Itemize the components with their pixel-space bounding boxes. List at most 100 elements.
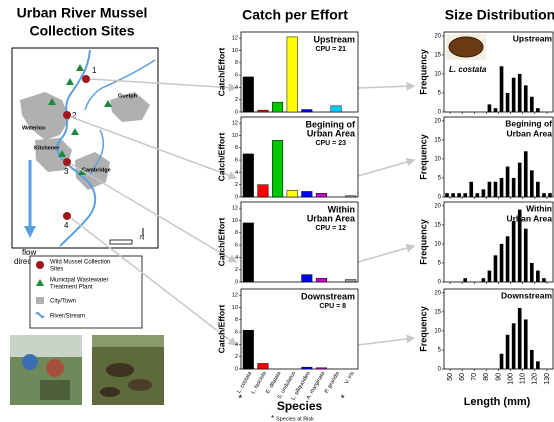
bar — [316, 368, 327, 369]
histogram-bar — [506, 167, 510, 197]
bar — [316, 193, 327, 197]
y-tick-label: 8 — [235, 317, 238, 323]
y-tick-label: 10 — [434, 156, 441, 162]
chart-title: Catch per Effort — [242, 7, 348, 23]
x-tick-label: 70 — [471, 373, 478, 381]
legend-label: River/Stream — [50, 314, 85, 320]
histogram-bar — [536, 182, 540, 197]
city-label: Waterloo — [22, 125, 46, 131]
histogram-bar — [524, 319, 528, 369]
y-tick-label: 20 — [434, 203, 441, 209]
y-tick-label: 15 — [434, 137, 441, 143]
y-tick-label: 12 — [232, 206, 238, 212]
histogram-bar — [512, 221, 516, 282]
histogram-bar — [488, 104, 492, 112]
y-tick-label: 10 — [232, 305, 238, 311]
y-tick-label: 8 — [235, 60, 238, 66]
histogram-bar — [482, 189, 486, 197]
x-tick-label: 110 — [520, 373, 527, 384]
x-tick-label: 80 — [483, 373, 490, 381]
y-tick-label: 5 — [438, 91, 442, 97]
bar — [331, 106, 342, 112]
y-axis-label: Catch/Effort — [216, 305, 226, 354]
bar — [272, 102, 283, 112]
histogram-bar — [536, 361, 540, 369]
legend-label: City/Town — [50, 299, 76, 305]
panel-cpu: CPU = 8 — [319, 303, 346, 310]
site-number: 4 — [64, 221, 69, 230]
histogram-bar — [500, 244, 504, 282]
photo-label: L. costata — [449, 65, 487, 74]
y-tick-label: 0 — [438, 280, 442, 286]
panel-label: Downstream — [501, 290, 552, 300]
y-tick-label: 0 — [438, 110, 442, 116]
y-axis-label: Catch/Effort — [216, 133, 226, 182]
histogram-bar — [488, 271, 492, 282]
y-tick-label: 15 — [434, 52, 441, 58]
histogram-bar — [536, 108, 540, 112]
histogram-bar — [494, 182, 498, 197]
histogram-bar — [488, 182, 492, 197]
y-tick-label: 6 — [235, 243, 238, 249]
histogram-bar — [518, 163, 522, 197]
legend — [30, 256, 142, 328]
panel-cpu: CPU = 21 — [315, 46, 346, 53]
y-tick-label: 5 — [438, 176, 442, 182]
y-tick-label: 10 — [434, 71, 441, 77]
risk-marker: * — [238, 394, 242, 405]
bar — [302, 110, 313, 112]
y-tick-label: 4 — [235, 255, 238, 261]
y-tick-label: 0 — [438, 195, 442, 201]
y-tick-label: 8 — [235, 145, 238, 151]
y-tick-label: 12 — [232, 293, 238, 299]
histogram-bar — [494, 255, 498, 282]
histogram-bar — [518, 74, 522, 112]
bar — [345, 196, 356, 197]
bar — [258, 363, 269, 369]
y-tick-label: 4 — [235, 85, 238, 91]
x-tick-label: 120 — [532, 373, 539, 385]
panel-label: Upstream — [313, 34, 355, 44]
panel-label: Begining of — [505, 118, 552, 128]
y-axis-label: Frequency — [418, 306, 428, 352]
histogram-bar — [463, 278, 467, 282]
bar — [272, 140, 283, 197]
histogram-bar — [524, 151, 528, 197]
panel-label: Upstream — [513, 33, 553, 43]
histogram-bar — [463, 193, 467, 197]
y-tick-label: 6 — [235, 73, 238, 79]
histogram-bar — [506, 335, 510, 369]
y-tick-label: 0 — [235, 194, 238, 200]
mussel-photo — [449, 37, 483, 57]
histogram-bar — [494, 108, 498, 112]
histogram-bar — [469, 182, 473, 197]
panel-label: Urban Area — [506, 128, 552, 138]
panel-label: Downstream — [301, 291, 355, 301]
legend-label: Sites — [50, 267, 63, 273]
risk-note: Species at Risk — [276, 416, 314, 422]
site-number: 3 — [64, 167, 69, 176]
y-axis-label: Catch/Effort — [216, 48, 226, 97]
x-axis-label: Species — [277, 399, 323, 413]
histogram-bar — [445, 193, 449, 197]
histogram-bar — [506, 93, 510, 112]
histogram-bar — [506, 236, 510, 282]
x-tick-label: 90 — [495, 373, 502, 381]
y-tick-label: 0 — [235, 366, 238, 372]
histogram-bar — [482, 278, 486, 282]
y-tick-label: 4 — [235, 170, 238, 176]
x-tick-label: 130 — [544, 373, 551, 385]
photo — [92, 335, 164, 405]
y-tick-label: 15 — [434, 222, 441, 228]
histogram-bar — [530, 263, 534, 282]
panel-cpu: CPU = 23 — [315, 140, 346, 147]
y-tick-label: 0 — [438, 367, 442, 373]
histogram-bar — [512, 323, 516, 369]
y-tick-label: 2 — [235, 354, 238, 360]
y-tick-label: 12 — [232, 121, 238, 127]
histogram-bar — [512, 78, 516, 112]
bar — [243, 330, 254, 369]
y-axis-label: Catch/Effort — [216, 218, 226, 267]
city-label: Guelph — [118, 93, 138, 99]
histogram-bar — [500, 66, 504, 112]
